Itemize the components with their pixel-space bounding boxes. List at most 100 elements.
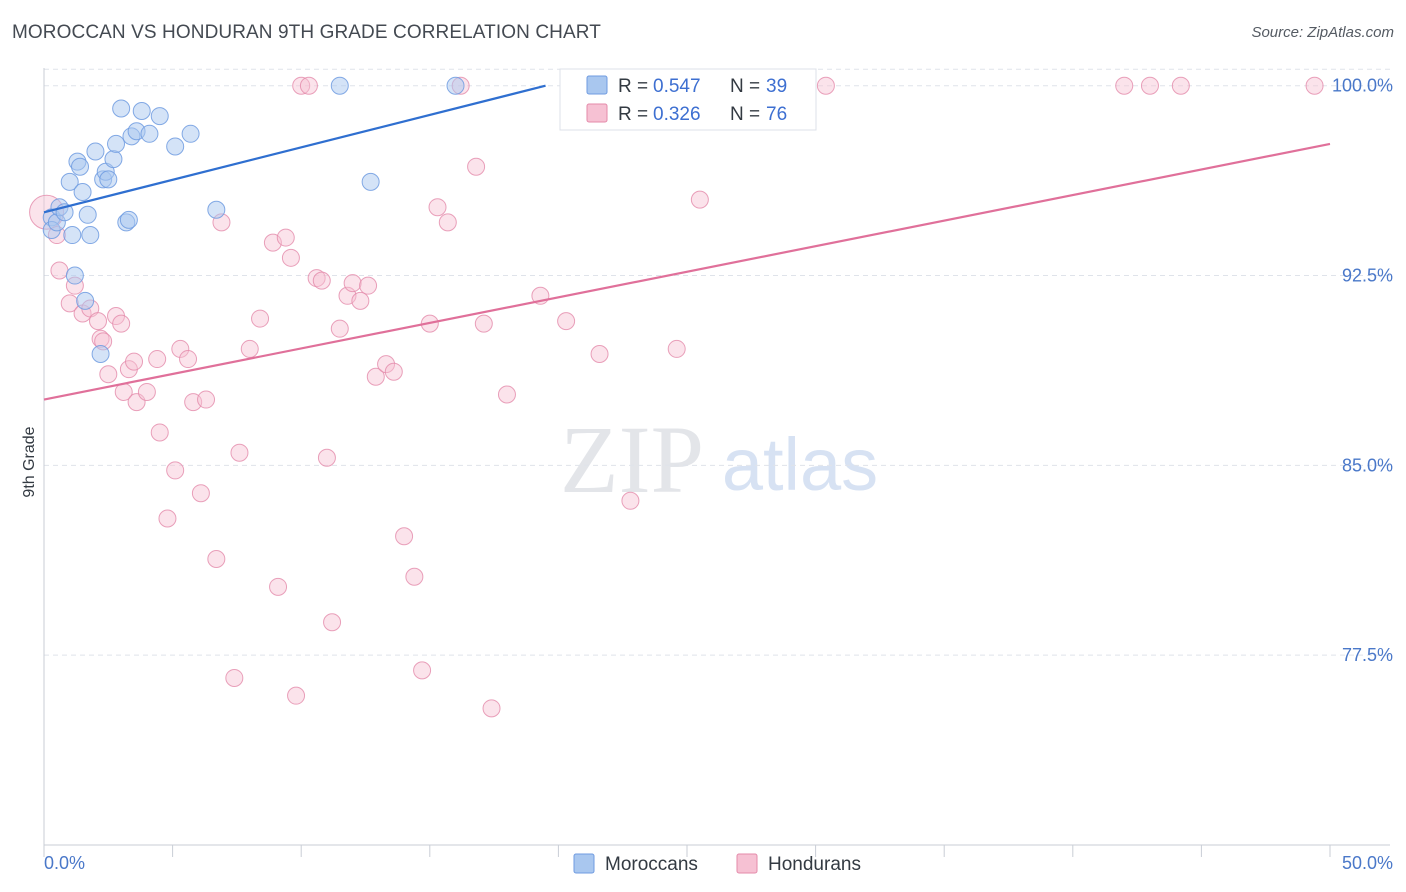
honduran-point [323,613,342,632]
honduran-point [307,269,326,288]
legend-r-label-hondurans: R = [618,104,648,125]
honduran-point [816,76,835,95]
y-tick-label: 100.0% [1332,76,1393,96]
honduran-point [1305,76,1324,95]
honduran-point [148,350,167,369]
honduran-point [366,367,385,386]
tick-labels: 77.5% 85.0% 92.5% 100.0% 0.0% 50.0% [44,76,1393,873]
moroccan-point [65,266,84,285]
moroccan-point [99,170,118,189]
honduran-point [395,527,414,546]
honduran-point [438,213,457,232]
moroccan-point [107,134,126,153]
y-tick-label: 77.5% [1342,645,1393,665]
honduran-point [621,491,640,510]
moroccan-point [78,205,97,224]
honduran-point [474,314,493,333]
honduran-point [428,198,447,217]
trend-lines [43,84,1331,401]
honduran-point [269,577,288,596]
honduran-point [287,686,306,705]
honduran-point [359,276,378,295]
honduran-point [384,362,403,381]
honduran-point [557,312,576,331]
moroccan-point [181,124,200,143]
legend-r-value-moroccans: 0.547 [653,76,701,97]
grid-lines [44,68,1390,656]
honduran-point [89,312,108,331]
watermark-atlas: atlas [722,423,878,506]
moroccan-point [81,226,100,245]
moroccan-point [140,124,159,143]
legend-swatch-moroccans [586,75,608,95]
honduran-point [312,271,331,290]
axes [43,68,1390,857]
y-tick-label: 85.0% [1342,455,1393,475]
x-tick-label: 50.0% [1342,853,1393,873]
moroccan-point [112,99,131,118]
honduran-point [225,668,244,687]
moroccan-point [63,226,82,245]
honduran-point [112,314,131,333]
legend-n-value-moroccans: 39 [766,76,787,97]
honduran-point [230,443,249,462]
moroccan-point [60,172,79,191]
moroccan-point [132,102,151,121]
legend-r-value-hondurans: 0.326 [653,104,701,125]
honduran-point [482,699,501,718]
legend-swatch-hondurans [586,103,608,123]
honduran-point [377,355,396,374]
honduran-point [497,385,516,404]
y-axis-label: 9th Grade [21,426,38,497]
honduran-point [251,309,270,328]
honduran-point [405,567,424,586]
honduran-point [50,261,69,280]
legend-n-value-hondurans: 76 [766,104,787,125]
honduran-point [317,448,336,467]
source-label: Source: ZipAtlas.com [1251,24,1394,41]
series-legend: Moroccans Hondurans [573,853,861,875]
honduran-point [351,291,370,310]
honduran-point [1140,76,1159,95]
honduran-point [158,509,177,528]
moroccan-point [73,183,92,202]
legend-r-label-moroccans: R = [618,76,648,97]
chart-title: MOROCCAN VS HONDURAN 9TH GRADE CORRELATI… [12,22,601,43]
honduran-point [590,344,609,363]
moroccan-point [76,291,95,310]
honduran-point [125,352,144,371]
bottom-legend-swatch-moroccans [573,853,595,874]
honduran-point [276,228,295,247]
honduran-point [171,339,190,358]
honduran-point [240,339,259,358]
honduran-point [299,76,318,95]
honduran-point [166,461,185,480]
honduran-point [281,248,300,267]
x-tick-label: 0.0% [44,853,85,873]
moroccan-trend-line [43,84,546,214]
moroccan-point [71,157,90,176]
honduran-point [197,390,216,409]
bottom-legend-moroccans: Moroccans [605,854,698,875]
bottom-legend-swatch-hondurans [736,853,758,874]
honduran-point [467,157,486,176]
honduran-point [1171,76,1190,95]
legend-n-label-hondurans: N = [730,104,760,125]
moroccan-point [119,210,138,229]
honduran-point [292,76,311,95]
honduran-point [690,190,709,209]
honduran-point [150,423,169,442]
moroccan-point [104,150,123,169]
honduran-point [413,661,432,680]
moroccan-point [361,172,380,191]
y-tick-label: 92.5% [1342,266,1393,286]
moroccan-point [86,142,105,161]
hondurans-points [29,76,1324,718]
moroccan-point [330,76,349,95]
honduran-point [137,382,156,401]
honduran-point [191,484,210,503]
honduran-point [207,550,226,569]
bottom-legend-hondurans: Hondurans [768,854,861,875]
moroccans-points [42,76,465,363]
